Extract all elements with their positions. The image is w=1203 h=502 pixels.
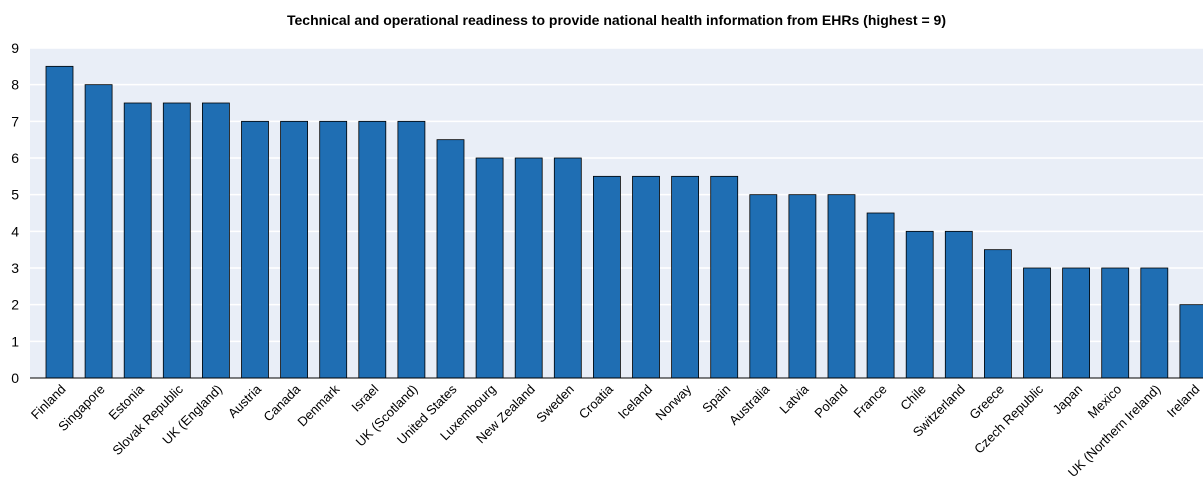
x-tick-label: Chile: [897, 382, 929, 414]
y-tick-label: 7: [11, 113, 19, 129]
y-tick-label: 5: [11, 187, 19, 203]
bar: [397, 120, 426, 379]
x-tick-label: Norway: [652, 381, 694, 423]
y-tick-label: 8: [11, 77, 19, 93]
y-tick-label: 9: [11, 40, 19, 56]
bars: [45, 65, 1203, 379]
x-tick-label: Israel: [348, 381, 381, 414]
x-tick-label: Latvia: [776, 381, 812, 417]
bar: [553, 157, 582, 379]
x-tick-label: Ireland: [1164, 382, 1203, 421]
chart-title: Technical and operational readiness to p…: [286, 12, 946, 28]
bar: [123, 102, 152, 379]
bar: [788, 194, 817, 379]
bar: [162, 102, 191, 379]
bar: [632, 175, 660, 379]
bar: [905, 230, 934, 379]
y-axis-ticks: 0 1 2 3 4 5 6 7 8 9: [11, 40, 19, 386]
bar: [84, 84, 113, 379]
x-tick-label: Slovak Republic: [109, 381, 186, 458]
x-tick-label: Denmark: [294, 381, 342, 429]
bar: [671, 175, 699, 379]
bar: [241, 120, 269, 379]
x-tick-label: Spain: [699, 382, 733, 416]
x-tick-label: Poland: [811, 382, 850, 421]
x-tick-label: Iceland: [615, 382, 655, 422]
y-tick-label: 6: [11, 150, 19, 166]
x-tick-label: Sweden: [533, 382, 577, 426]
bar: [319, 120, 348, 379]
bar: [866, 212, 895, 379]
x-tick-label: Australia: [726, 381, 773, 428]
bar: [944, 230, 973, 379]
bar: [45, 65, 74, 379]
bar: [1023, 267, 1051, 379]
x-tick-label: Japan: [1050, 382, 1086, 418]
bar: [984, 249, 1012, 379]
bar: [280, 120, 309, 379]
bar: [436, 139, 465, 379]
x-tick-label: Austria: [225, 381, 265, 421]
y-tick-label: 3: [11, 260, 19, 276]
y-tick-label: 4: [11, 223, 19, 239]
bar: [749, 194, 778, 379]
x-tick-label: Czech Republic: [971, 381, 1046, 456]
bar: [710, 175, 739, 379]
bar: [593, 175, 621, 379]
y-tick-label: 1: [11, 333, 19, 349]
bar: [1101, 267, 1130, 379]
bar: [1179, 304, 1203, 379]
bar: [1062, 267, 1090, 379]
bar: [201, 102, 230, 379]
x-tick-label: Croatia: [576, 381, 617, 422]
bar: [475, 157, 504, 379]
bar: [514, 157, 543, 379]
bar: [827, 194, 856, 379]
bar: [358, 120, 387, 379]
y-tick-label: 2: [11, 297, 19, 313]
bar: [1140, 267, 1169, 379]
x-tick-label: France: [850, 382, 889, 421]
y-tick-label: 0: [11, 370, 19, 386]
